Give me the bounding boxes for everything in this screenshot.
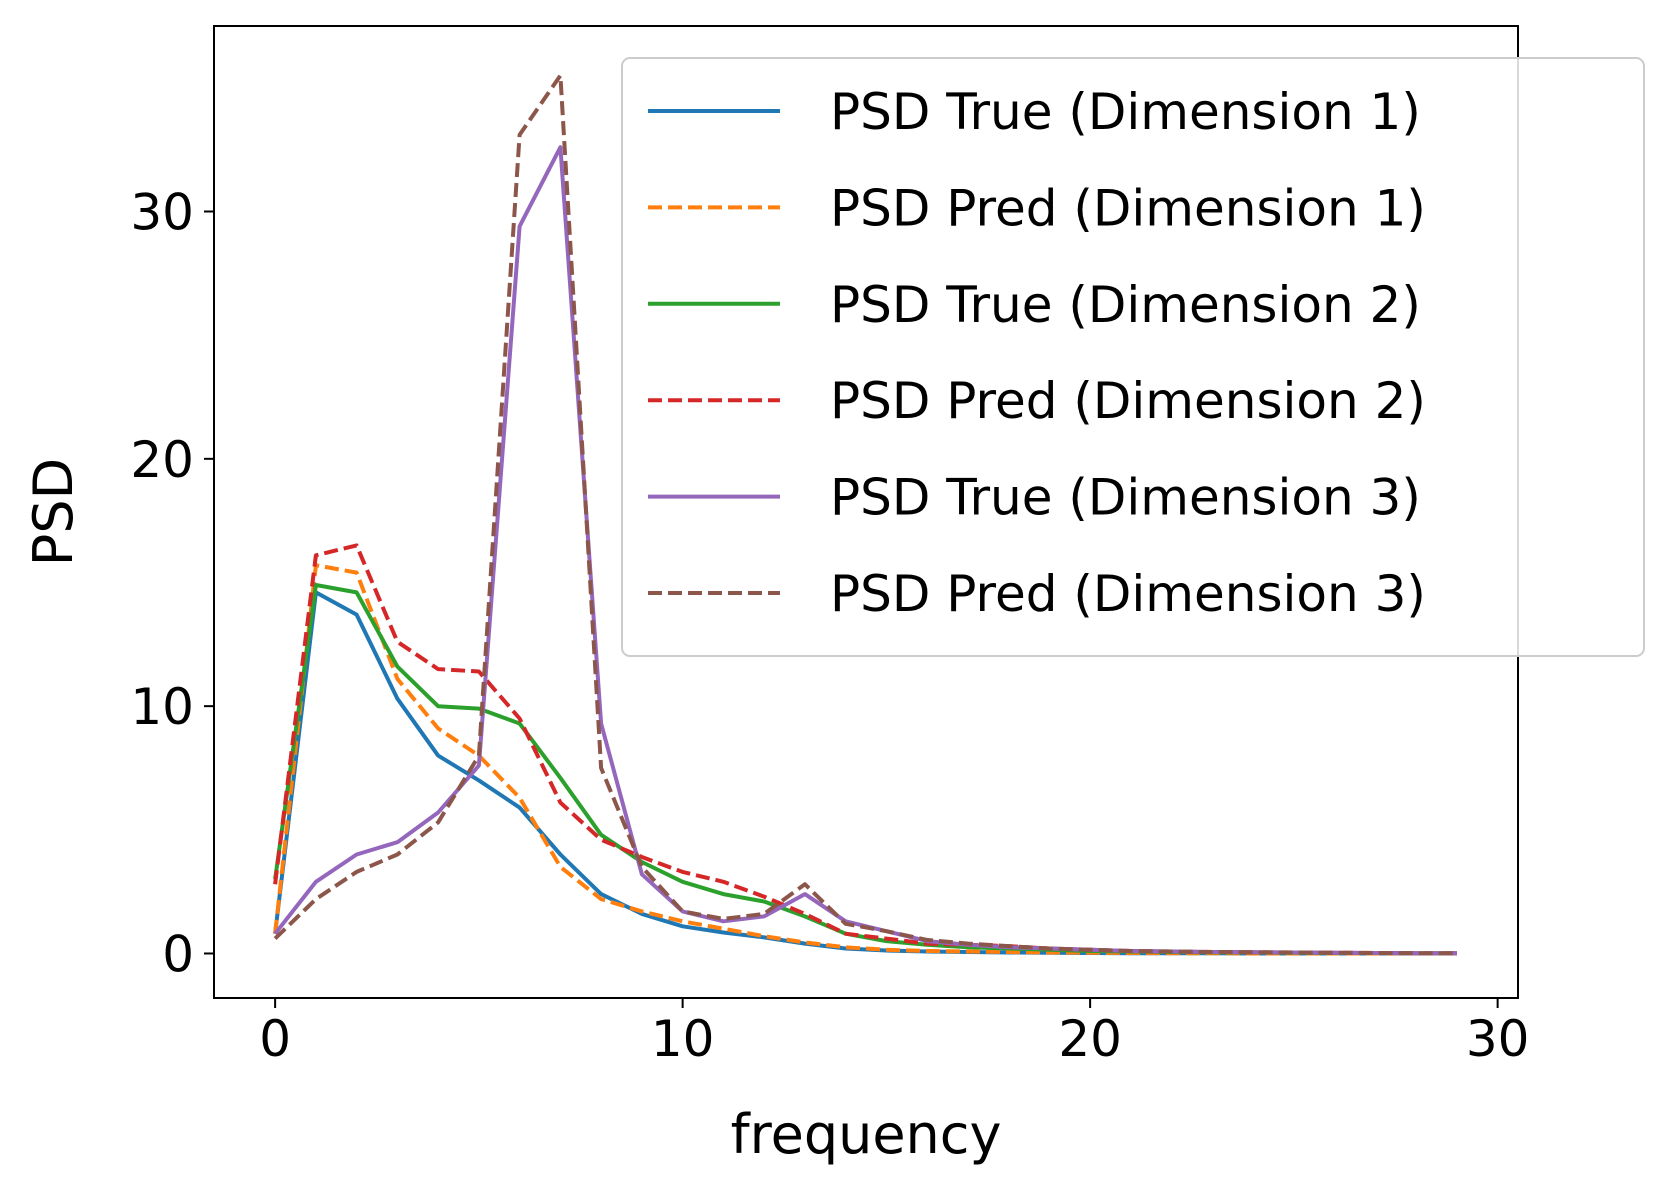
- x-tick-label: 30: [1466, 1010, 1530, 1068]
- x-axis-label: frequency: [731, 1103, 1002, 1166]
- legend-label-4: PSD Pred (Dimension 2): [830, 372, 1426, 430]
- legend-box: [621, 57, 1645, 657]
- x-tick-label: 10: [651, 1010, 715, 1068]
- x-tick-label: 0: [259, 1010, 291, 1068]
- series-line-4: [273, 543, 1457, 956]
- plot-lines: [273, 73, 1457, 956]
- y-axis-label: PSD: [22, 458, 85, 566]
- y-axis-ticks: 0 10 20 30: [130, 183, 214, 983]
- series-line-6: [273, 73, 1457, 956]
- legend-label-5: PSD True (Dimension 3): [830, 469, 1421, 527]
- legend-label-3: PSD True (Dimension 2): [830, 276, 1421, 334]
- x-tick-label: 20: [1058, 1010, 1122, 1068]
- y-tick-label: 0: [162, 925, 194, 983]
- legend: PSD True (Dimension 1) PSD Pred (Dimensio…: [621, 57, 1645, 657]
- legend-label-2: PSD Pred (Dimension 1): [830, 179, 1426, 237]
- legend-label-1: PSD True (Dimension 1): [830, 83, 1421, 141]
- y-tick-label: 20: [130, 431, 194, 489]
- y-tick-label: 10: [130, 678, 194, 736]
- x-axis-ticks: 0 10 20 30: [259, 998, 1529, 1068]
- legend-label-6: PSD Pred (Dimension 3): [830, 565, 1426, 623]
- y-tick-label: 30: [130, 183, 194, 241]
